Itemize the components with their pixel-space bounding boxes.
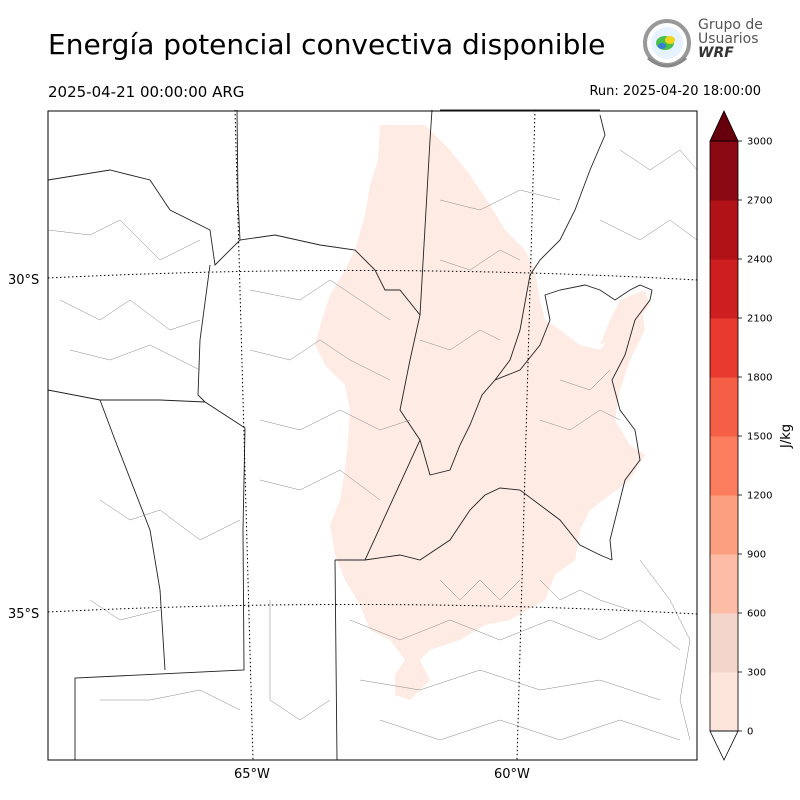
colorbar-tick-label: 0 bbox=[747, 727, 753, 738]
colorbar-bin bbox=[710, 318, 738, 378]
colorbar-label: J/kg bbox=[779, 424, 794, 449]
wrf-users-logo: Grupo de Usuarios WRF bbox=[638, 16, 766, 72]
colorbar-tick-label: 2400 bbox=[747, 255, 772, 266]
colorbar-tick-label: 1200 bbox=[747, 491, 772, 502]
colorbar-tick-label: 2700 bbox=[747, 196, 772, 207]
map-frame bbox=[47, 110, 698, 761]
run-time: Run: 2025-04-20 18:00:00 bbox=[589, 84, 761, 99]
valid-time: 2025-04-21 00:00:00 ARG bbox=[48, 83, 245, 101]
colorbar-bin bbox=[710, 377, 738, 437]
colorbar-bin bbox=[710, 554, 738, 614]
logo-line3: WRF bbox=[698, 45, 734, 61]
colorbar-bin bbox=[710, 436, 738, 496]
cape-region-main bbox=[315, 125, 645, 700]
colorbar-bins bbox=[710, 141, 738, 732]
colorbar-tick-label: 3000 bbox=[747, 137, 772, 148]
colorbar-bin bbox=[710, 259, 738, 319]
colorbar-bin bbox=[710, 613, 738, 673]
province-borders bbox=[47, 109, 653, 761]
colorbar-ticks: 0 300 600 900 1200 1500 1800 2100 2400 2700 3000 bbox=[738, 137, 772, 738]
colorbar-bin bbox=[710, 200, 738, 260]
colorbar-bin bbox=[710, 495, 738, 555]
graticule bbox=[47, 109, 698, 761]
colorbar-tick-label: 1500 bbox=[747, 432, 772, 443]
logo-line1: Grupo de bbox=[698, 17, 763, 33]
cape-field bbox=[315, 125, 650, 700]
lat-label-30s: 30°S bbox=[8, 273, 39, 288]
colorbar-bin bbox=[710, 672, 738, 732]
lon-label-65w: 65°W bbox=[234, 767, 270, 782]
colorbar-max-extend bbox=[709, 110, 739, 142]
map-title: Energía potencial convectiva disponible bbox=[48, 28, 606, 61]
colorbar-min-extend bbox=[709, 730, 739, 761]
lat-label-35s: 35°S bbox=[8, 607, 39, 622]
logo-line2: Usuarios bbox=[698, 31, 759, 47]
colorbar-tick-label: 600 bbox=[747, 609, 766, 620]
colorbar-tick-label: 300 bbox=[747, 668, 766, 679]
colorbar-tick-label: 1800 bbox=[747, 373, 772, 384]
colorbar-bin bbox=[710, 141, 738, 201]
department-borders bbox=[47, 149, 698, 741]
cape-region-east bbox=[600, 290, 650, 345]
colorbar-tick-label: 900 bbox=[747, 550, 766, 561]
lon-label-60w: 60°W bbox=[494, 767, 530, 782]
colorbar-tick-label: 2100 bbox=[747, 314, 772, 325]
logo-emblem-icon bbox=[643, 19, 691, 68]
